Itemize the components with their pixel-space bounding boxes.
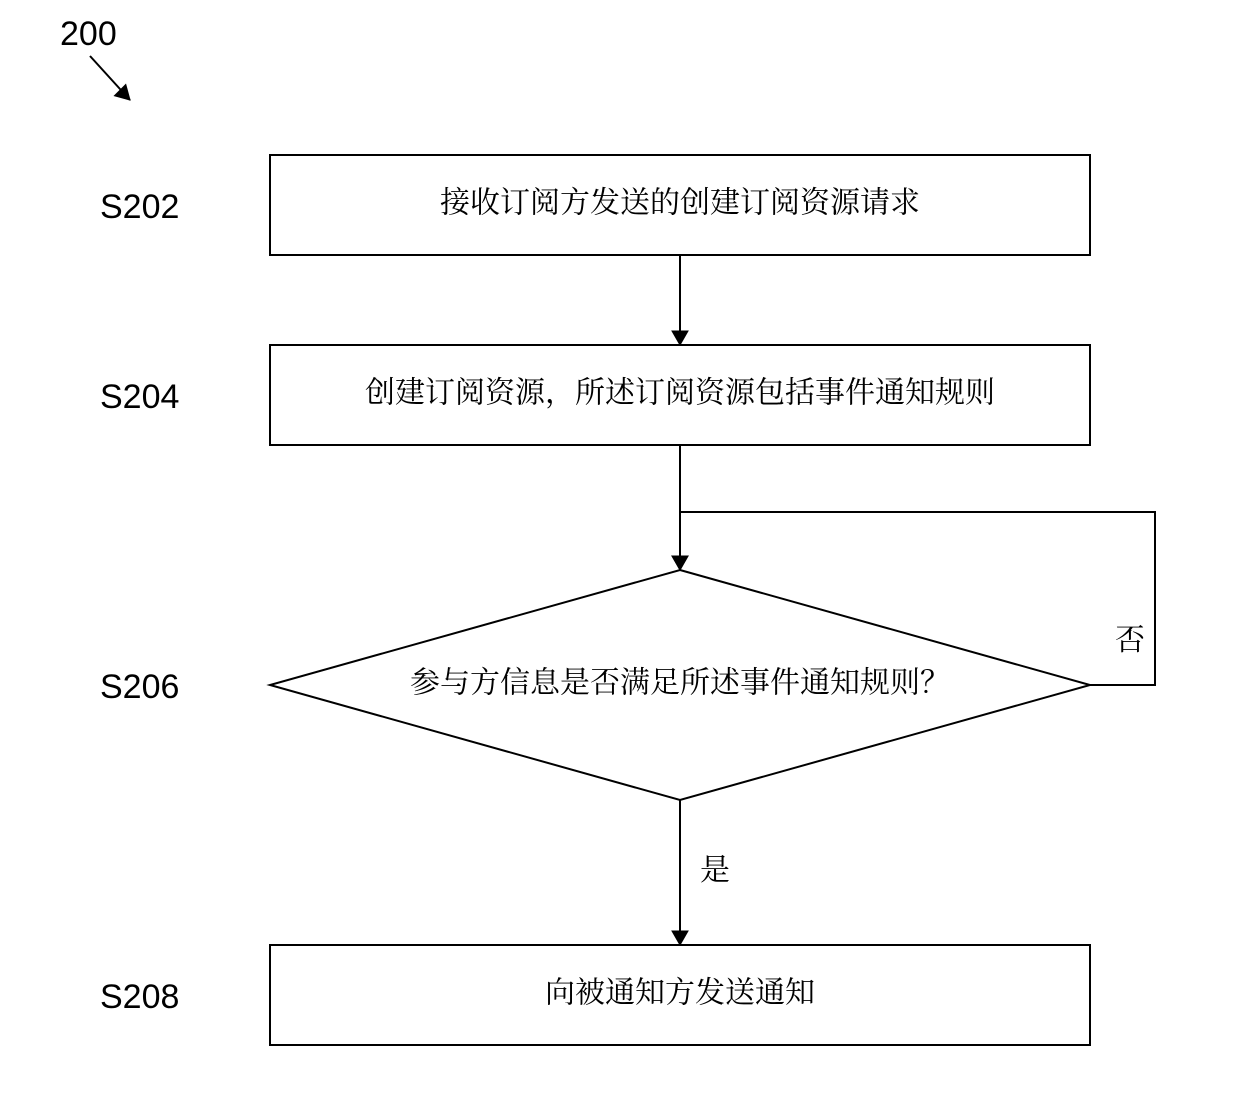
flow-node-s208: 向被通知方发送通知 [270,945,1090,1045]
edge-label-e3_no: 否 [1115,615,1145,659]
process-text: 创建订阅资源，所述订阅资源包括事件通知规则 [365,368,995,412]
process-text: 向被通知方发送通知 [545,968,815,1012]
arrow-head-icon [672,556,688,570]
arrow-head-icon [672,931,688,945]
step-label-s204: S204 [100,378,179,416]
decision-text: 参与方信息是否满足所述事件通知规则？ [410,658,950,702]
flow-node-s204: 创建订阅资源，所述订阅资源包括事件通知规则 [270,345,1090,445]
edge-label-e4_yes: 是 [700,845,730,889]
arrow-head-icon [672,331,688,345]
flow-node-s202: 接收订阅方发送的创建订阅资源请求 [270,155,1090,255]
step-label-s206: S206 [100,668,179,706]
process-text: 接收订阅方发送的创建订阅资源请求 [440,178,920,222]
step-label-s202: S202 [100,188,179,226]
flow-node-s206: 参与方信息是否满足所述事件通知规则？ [270,570,1090,800]
figure-number: 200 [60,15,117,53]
step-label-s208: S208 [100,978,179,1016]
